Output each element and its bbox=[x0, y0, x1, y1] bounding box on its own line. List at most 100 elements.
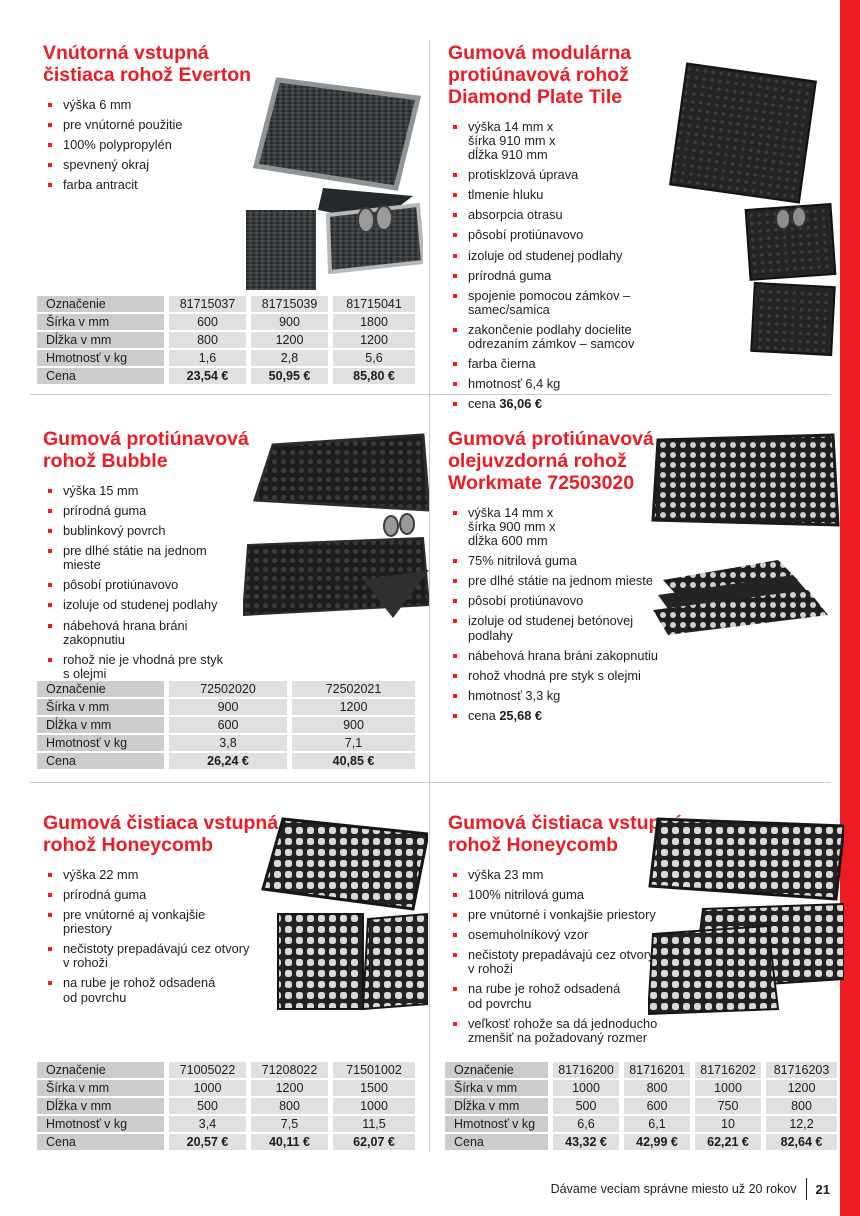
product-card-everton: Vnútorná vstupná čistiaca rohož Everton … bbox=[37, 42, 429, 394]
bullet-text: pre vnútorné i vonkajšie priestory bbox=[468, 907, 656, 923]
spec-cell: 42,99 € bbox=[624, 1134, 695, 1150]
bullet-text: výška 15 mm bbox=[63, 483, 139, 499]
bullet-item: hmotnosť 3,3 kg bbox=[448, 687, 700, 703]
spec-row-label: Šírka v mm bbox=[445, 1080, 553, 1098]
product-photo-bubble bbox=[243, 433, 429, 618]
bullet-square-icon bbox=[453, 361, 457, 366]
spec-cell: 2,8 bbox=[251, 350, 333, 368]
bullet-item: osemuholníkový vzor bbox=[448, 928, 700, 942]
bullet-item: absorpcia otrasu bbox=[448, 208, 700, 222]
bullet-text: 100% nitrilová guma bbox=[468, 887, 584, 903]
bullet-item: pre dlhé státie na jednom mieste bbox=[448, 574, 700, 588]
bullet-item: protisklzová úprava bbox=[448, 168, 700, 182]
bullet-text: hmotnosť 3,3 kg bbox=[468, 687, 561, 703]
spec-cell: 1200 bbox=[292, 699, 415, 717]
bullet-text: pôsobí protiúnavovo bbox=[63, 577, 179, 593]
spec-row-label: Označenie bbox=[37, 1062, 169, 1080]
bullet-square-icon bbox=[453, 381, 457, 386]
bullet-text: izoluje od studenej betónovej podlahy bbox=[468, 613, 634, 643]
feature-list: výška 23 mm 100% nitrilová guma pre vnútor… bbox=[448, 868, 700, 1045]
bullet-text: na rube je rohož odsadená od povrchu bbox=[468, 981, 621, 1011]
spec-cell: 6,6 bbox=[553, 1116, 624, 1134]
bullet-square-icon bbox=[48, 529, 52, 534]
bullet-item: výška 22 mm bbox=[43, 868, 255, 882]
bullet-text: výška 14 mm x šírka 900 mm x dĺžka 600 m… bbox=[468, 505, 556, 549]
bullet-square-icon bbox=[453, 673, 457, 678]
product-card-honeycomb-nitrile: Gumová čistiaca vstupná rohož Honeycomb … bbox=[445, 812, 844, 1162]
spec-cell: 1800 bbox=[333, 314, 415, 332]
spec-cell: 1500 bbox=[333, 1080, 415, 1098]
bullet-item: cena 36,06 € bbox=[448, 396, 700, 412]
spec-cell: 81716200 bbox=[553, 1062, 624, 1080]
spec-row-label: Hmotnosť v kg bbox=[37, 350, 169, 368]
bullet-text: na rube je rohož odsadená od povrchu bbox=[63, 975, 216, 1005]
bullet-item: výška 6 mm bbox=[43, 98, 255, 112]
product-title: Gumová modulárna protiúnavová rohož Diam… bbox=[448, 42, 632, 109]
bullet-item: nábehová hrana bráni zakopnutiu bbox=[43, 618, 255, 647]
bullet-text: izoluje od studenej podlahy bbox=[63, 597, 218, 613]
spec-cell: 3,8 bbox=[169, 735, 292, 753]
bullet-item: zakončenie podlahy docielite odrezaním z… bbox=[448, 322, 700, 351]
bullet-square-icon bbox=[453, 713, 457, 718]
spec-cell: 40,11 € bbox=[251, 1134, 333, 1150]
spec-cell: 43,32 € bbox=[553, 1134, 624, 1150]
product-photo-honeycomb bbox=[261, 817, 428, 1011]
bullet-square-icon bbox=[48, 583, 52, 588]
spec-table: Označenie 71005022 71208022 71501002 Šírka v… bbox=[37, 1062, 415, 1150]
spec-row: Dĺžka v mm 800 1200 1200 bbox=[37, 332, 415, 350]
spec-cell: 62,07 € bbox=[333, 1134, 415, 1150]
bullet-square-icon bbox=[453, 693, 457, 698]
bullet-square-icon bbox=[453, 402, 457, 407]
spec-cell: 5,6 bbox=[333, 350, 415, 368]
bullet-text: 100% polypropylén bbox=[63, 137, 172, 153]
spec-row-label: Cena bbox=[445, 1134, 553, 1150]
spec-row-label: Šírka v mm bbox=[37, 1080, 169, 1098]
bullet-text: absorpcia otrasu bbox=[468, 207, 563, 223]
bullet-square-icon bbox=[48, 603, 52, 608]
spec-cell: 800 bbox=[251, 1098, 333, 1116]
bullet-square-icon bbox=[453, 273, 457, 278]
bullet-item: prírodná guma bbox=[43, 504, 255, 518]
spec-cell: 7,5 bbox=[251, 1116, 333, 1134]
spec-cell: 40,85 € bbox=[292, 753, 415, 769]
row-divider-1 bbox=[30, 394, 831, 395]
product-photo-diamond-plate-tile bbox=[669, 62, 837, 357]
bullet-square-icon bbox=[453, 653, 457, 658]
bullet-square-icon bbox=[453, 173, 457, 178]
bullet-square-icon bbox=[453, 913, 457, 918]
bullet-text: cena 36,06 € bbox=[468, 396, 543, 412]
bullet-item: výška 14 mm x šírka 900 mm x dĺžka 600 m… bbox=[448, 506, 700, 548]
spec-cell: 72502020 bbox=[169, 681, 292, 699]
bullet-item: rohož vhodná pre styk s olejmi bbox=[448, 668, 700, 683]
bullet-text: prírodná guma bbox=[468, 267, 552, 283]
product-title: Vnútorná vstupná čistiaca rohož Everton bbox=[43, 42, 252, 87]
spec-cell: 50,95 € bbox=[251, 368, 333, 384]
spec-cell: 23,54 € bbox=[169, 368, 251, 384]
bullet-text: osemuholníkový vzor bbox=[468, 927, 589, 943]
spec-cell: 71501002 bbox=[333, 1062, 415, 1080]
spec-cell: 1000 bbox=[553, 1080, 624, 1098]
bullet-text: výška 23 mm bbox=[468, 867, 544, 883]
bullet-text: výška 6 mm bbox=[63, 97, 132, 113]
spec-row: Označenie 71005022 71208022 71501002 bbox=[37, 1062, 415, 1080]
spec-cell: 72502021 bbox=[292, 681, 415, 699]
spec-cell: 1000 bbox=[695, 1080, 766, 1098]
bullet-square-icon bbox=[48, 873, 52, 878]
feature-list: výška 15 mm prírodná guma bublinkový povrc… bbox=[43, 484, 255, 681]
spec-cell: 900 bbox=[292, 717, 415, 735]
spec-cell: 81715041 bbox=[333, 296, 415, 314]
bullet-text: pre vnútorné použitie bbox=[63, 117, 183, 133]
spec-cell: 1200 bbox=[251, 1080, 333, 1098]
spec-row-label: Cena bbox=[37, 753, 169, 769]
spec-row: Dĺžka v mm 500 600 750 800 bbox=[445, 1098, 837, 1116]
spec-cell: 500 bbox=[169, 1098, 251, 1116]
bullet-item: tlmenie hluku bbox=[448, 188, 700, 202]
bullet-text: cena 25,68 € bbox=[468, 707, 543, 723]
product-title: Gumová protiúnavová olejuvzdorná rohož W… bbox=[448, 428, 654, 495]
spec-table: Označenie 81716200 81716201 81716202 8171620… bbox=[445, 1062, 837, 1150]
bullet-text: nábehová hrana bráni zakopnutiu bbox=[468, 647, 658, 663]
spec-cell: 26,24 € bbox=[169, 753, 292, 769]
bullet-item: pre vnútorné aj vonkajšie priestory bbox=[43, 908, 255, 936]
spec-row-label: Cena bbox=[37, 368, 169, 384]
spec-cell: 81716202 bbox=[695, 1062, 766, 1080]
